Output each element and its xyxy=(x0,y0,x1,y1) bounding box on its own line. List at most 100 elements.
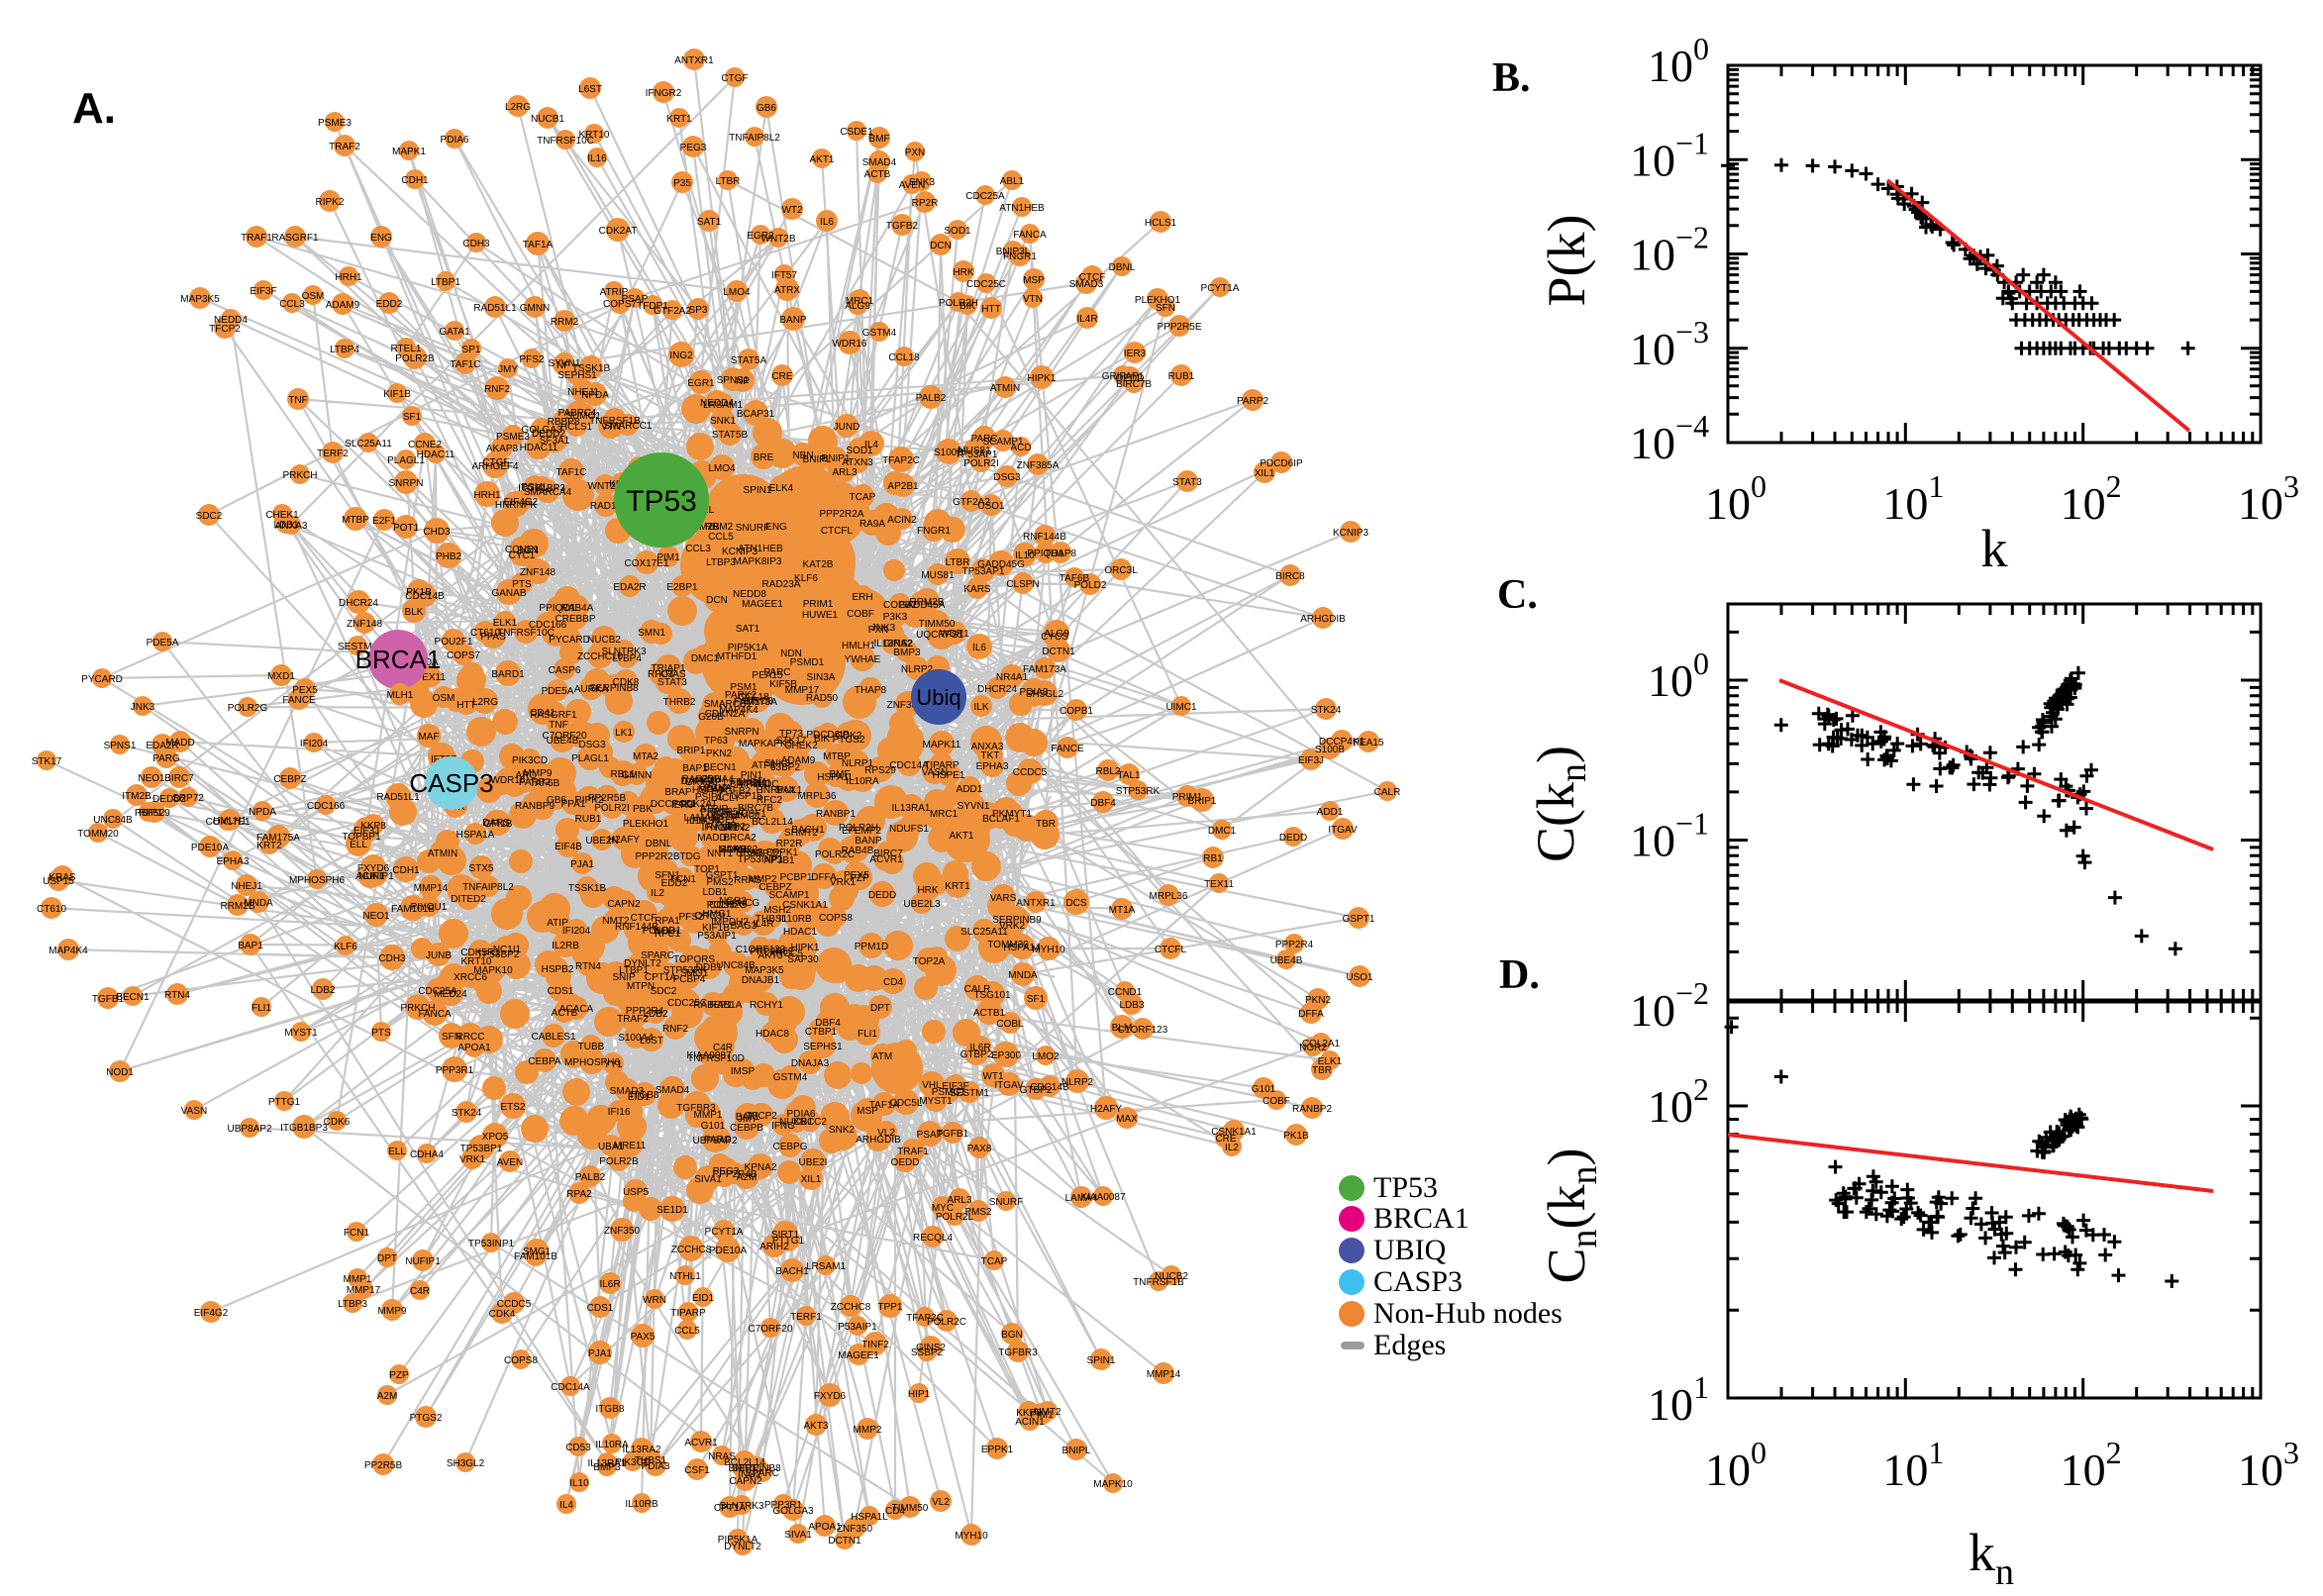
svg-text:H2AFY: H2AFY xyxy=(1090,1104,1123,1115)
svg-text:NLRP1: NLRP1 xyxy=(842,758,874,769)
svg-text:CD41: CD41 xyxy=(530,708,556,719)
svg-text:UBIQ: UBIQ xyxy=(1373,1234,1447,1266)
svg-text:TRAF2: TRAF2 xyxy=(329,142,360,152)
svg-text:MMP2: MMP2 xyxy=(854,1425,882,1436)
svg-text:FANCA: FANCA xyxy=(418,1009,452,1020)
svg-text:IFI16: IFI16 xyxy=(608,1107,631,1118)
svg-text:SPARC: SPARC xyxy=(641,950,674,961)
svg-text:KLF6: KLF6 xyxy=(794,573,818,584)
svg-text:GADD45A: GADD45A xyxy=(899,600,946,611)
svg-text:PTS: PTS xyxy=(512,579,532,590)
svg-text:BNIP1: BNIP1 xyxy=(822,453,851,464)
svg-text:SLNTRK3: SLNTRK3 xyxy=(601,647,646,657)
svg-text:PDIA3: PDIA3 xyxy=(642,1461,670,1472)
svg-text:IER3: IER3 xyxy=(671,800,694,811)
svg-text:TAF6B: TAF6B xyxy=(1060,573,1090,584)
svg-text:TGFB2: TGFB2 xyxy=(886,221,919,232)
svg-text:GINS2: GINS2 xyxy=(883,639,913,649)
svg-text:HIPK1: HIPK1 xyxy=(1028,373,1057,384)
svg-text:RFC2: RFC2 xyxy=(757,795,783,806)
svg-text:MMP14: MMP14 xyxy=(1147,1369,1181,1380)
svg-text:DEDD: DEDD xyxy=(1279,833,1307,844)
svg-text:BIK: BIK xyxy=(814,734,830,745)
svg-text:ATRX: ATRX xyxy=(774,285,800,296)
svg-text:SHMT2: SHMT2 xyxy=(784,828,818,839)
svg-text:DITED2: DITED2 xyxy=(451,894,486,905)
svg-text:KRT1: KRT1 xyxy=(945,881,970,892)
svg-text:MUS81: MUS81 xyxy=(958,446,991,456)
svg-text:RRAS: RRAS xyxy=(734,875,761,886)
svg-text:EIF4G2: EIF4G2 xyxy=(194,1308,229,1319)
svg-text:COL2A1: COL2A1 xyxy=(1302,1039,1341,1049)
svg-text:CDC166: CDC166 xyxy=(307,801,346,812)
svg-text:TRAF2: TRAF2 xyxy=(617,1014,649,1025)
svg-text:CEBPA: CEBPA xyxy=(528,1056,560,1067)
svg-text:HCLS1: HCLS1 xyxy=(560,422,593,433)
svg-text:PDE5A: PDE5A xyxy=(542,686,574,697)
svg-text:MAF: MAF xyxy=(418,732,439,743)
svg-text:RANBP9: RANBP9 xyxy=(515,801,555,812)
svg-text:RUB1: RUB1 xyxy=(1168,371,1195,382)
svg-text:BRAP: BRAP xyxy=(664,787,692,798)
svg-text:KCNIP3: KCNIP3 xyxy=(722,547,758,557)
svg-text:FCN1: FCN1 xyxy=(344,1228,370,1239)
svg-text:IMPDH2: IMPDH2 xyxy=(711,917,749,928)
svg-text:HCLS1: HCLS1 xyxy=(1145,218,1177,229)
svg-text:STK24: STK24 xyxy=(1311,705,1342,716)
svg-text:RBBP8: RBBP8 xyxy=(548,417,580,428)
svg-text:P53AIP1: P53AIP1 xyxy=(838,1322,877,1333)
svg-text:VRK1: VRK1 xyxy=(459,1154,486,1165)
svg-text:IL2: IL2 xyxy=(1225,1143,1239,1153)
svg-text:IFI204: IFI204 xyxy=(300,739,329,749)
svg-text:MAP4K4: MAP4K4 xyxy=(49,946,88,956)
svg-text:HSPA14: HSPA14 xyxy=(1003,943,1041,953)
svg-text:ACIN1: ACIN1 xyxy=(355,871,385,882)
svg-text:MT1A: MT1A xyxy=(1109,905,1136,916)
svg-text:RRM2B: RRM2B xyxy=(220,901,254,912)
svg-text:CHEK2: CHEK2 xyxy=(784,741,818,751)
svg-text:PPM1D: PPM1D xyxy=(855,942,888,952)
svg-text:HRH1: HRH1 xyxy=(335,272,362,283)
svg-text:SF3A1: SF3A1 xyxy=(540,436,570,447)
svg-text:NPDA: NPDA xyxy=(249,807,276,818)
svg-text:ZCCHC10: ZCCHC10 xyxy=(577,651,624,662)
svg-text:AKT3: AKT3 xyxy=(803,1421,828,1432)
svg-text:KIAA0087: KIAA0087 xyxy=(1080,1192,1125,1203)
svg-text:IL4R: IL4R xyxy=(753,919,773,930)
svg-text:SERPINB8: SERPINB8 xyxy=(732,1463,781,1474)
svg-text:STP53RK: STP53RK xyxy=(663,965,708,976)
svg-text:TEX11: TEX11 xyxy=(416,672,446,683)
svg-text:CT610: CT610 xyxy=(37,904,66,915)
svg-text:RRM2: RRM2 xyxy=(551,317,579,328)
svg-text:POLR2H: POLR2H xyxy=(839,823,878,834)
svg-text:JMY: JMY xyxy=(498,364,518,375)
svg-text:DYNLT2: DYNLT2 xyxy=(624,958,661,969)
svg-text:COPB1: COPB1 xyxy=(1060,706,1093,717)
svg-text:THBS1: THBS1 xyxy=(756,914,788,925)
svg-text:DHCR24: DHCR24 xyxy=(339,598,378,609)
svg-text:UIMC1: UIMC1 xyxy=(730,811,761,822)
svg-text:ACIN1: ACIN1 xyxy=(1015,1417,1045,1428)
svg-text:EGR1: EGR1 xyxy=(687,378,715,389)
svg-text:NRAS: NRAS xyxy=(736,848,763,858)
svg-text:CDC14A: CDC14A xyxy=(889,760,929,771)
svg-text:OSM: OSM xyxy=(302,291,325,302)
svg-text:TOPORS: TOPORS xyxy=(673,954,715,965)
svg-text:C7ORF20: C7ORF20 xyxy=(748,1324,792,1335)
svg-text:DCN: DCN xyxy=(930,241,952,251)
svg-text:EIF4G2: EIF4G2 xyxy=(504,497,539,508)
svg-text:TOP1: TOP1 xyxy=(694,864,720,875)
svg-text:CDC5L: CDC5L xyxy=(890,1098,923,1109)
svg-text:LAMA4: LAMA4 xyxy=(684,813,717,824)
svg-text:LDB1: LDB1 xyxy=(273,520,298,531)
svg-text:TNF: TNF xyxy=(549,720,567,731)
svg-text:RNF2: RNF2 xyxy=(662,1024,689,1035)
svg-text:HSPA1L: HSPA1L xyxy=(851,1512,888,1523)
svg-text:AKAP8: AKAP8 xyxy=(486,444,519,454)
svg-text:PCNA: PCNA xyxy=(704,783,732,794)
svg-text:IL16: IL16 xyxy=(686,816,706,827)
svg-text:SIN3A: SIN3A xyxy=(807,672,836,683)
svg-text:TNFAIP8L2: TNFAIP8L2 xyxy=(462,882,514,893)
svg-text:TGFB1: TGFB1 xyxy=(92,994,125,1005)
svg-text:USP15: USP15 xyxy=(43,876,74,887)
